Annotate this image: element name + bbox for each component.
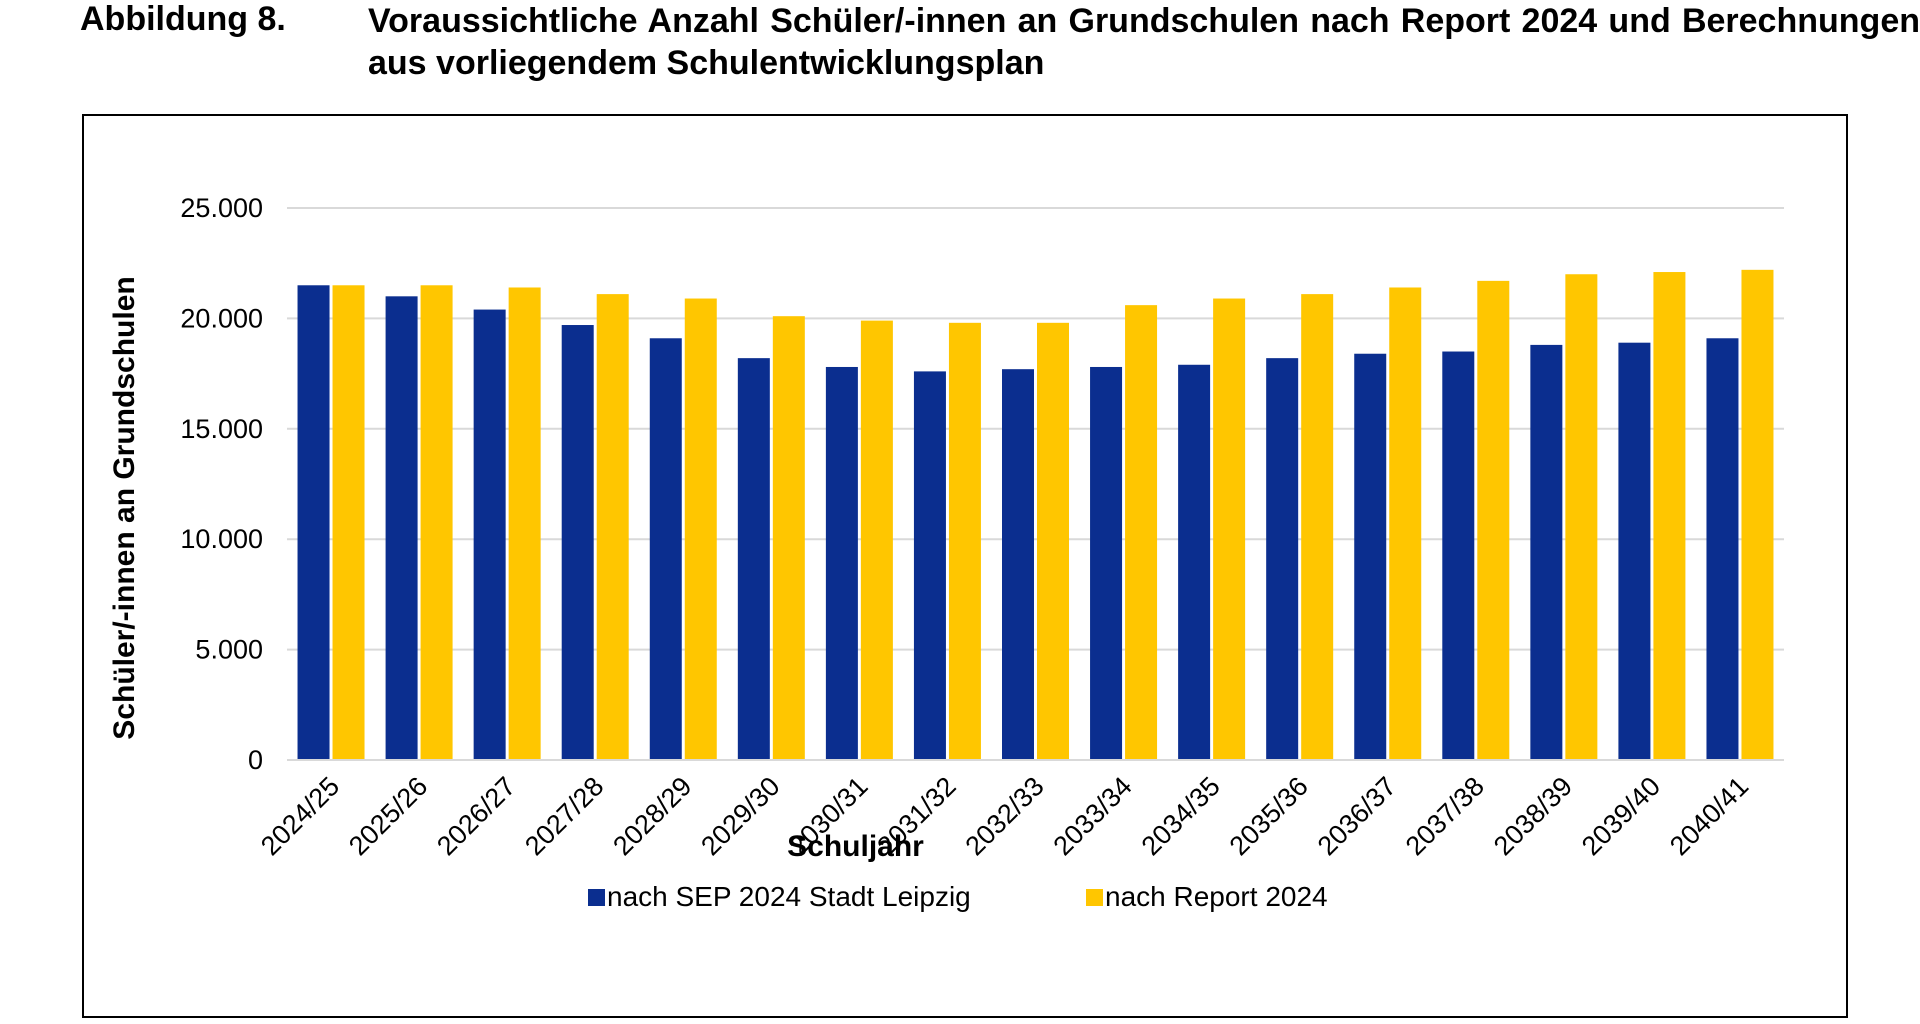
bar-sep <box>1178 364 1211 760</box>
x-tick-label: 2034/35 <box>1136 771 1226 861</box>
x-tick-label: 2025/26 <box>343 771 433 861</box>
x-tick-label: 2038/39 <box>1488 771 1578 861</box>
bar-report <box>1389 287 1422 760</box>
bar-report <box>1213 298 1246 760</box>
bar-sep <box>297 285 330 760</box>
bar-sep <box>737 358 770 760</box>
bar-report <box>1125 305 1158 760</box>
bar-sep <box>385 296 418 760</box>
legend-swatch <box>1086 889 1103 906</box>
x-tick-label: 2039/40 <box>1576 771 1666 861</box>
x-tick-label: 2036/37 <box>1312 771 1402 861</box>
x-tick-label: 2037/38 <box>1400 771 1490 861</box>
bar-report <box>1653 272 1686 760</box>
bar-sep <box>1354 353 1387 760</box>
bar-report <box>508 287 541 760</box>
legend-label: nach SEP 2024 Stadt Leipzig <box>607 881 971 912</box>
bar-report <box>1477 280 1510 760</box>
bar-report <box>596 294 629 760</box>
bar-sep <box>1002 369 1034 760</box>
bar-sep <box>473 309 506 760</box>
x-tick-label: 2032/33 <box>960 771 1050 861</box>
bar-sep <box>1442 351 1475 760</box>
x-tick-label: 2040/41 <box>1664 771 1754 861</box>
bar-report <box>332 285 365 760</box>
bar-report <box>1037 322 1069 760</box>
bar-chart: 05.00010.00015.00020.00025.0002024/25202… <box>108 193 1784 912</box>
figure-title: Voraussichtliche Anzahl Schüler/-innen a… <box>368 2 1920 82</box>
bar-sep <box>1530 344 1563 760</box>
x-tick-label: 2029/30 <box>695 771 785 861</box>
bar-report <box>1301 294 1334 760</box>
bar-sep <box>649 338 682 760</box>
bar-report <box>772 316 805 760</box>
x-tick-label: 2028/29 <box>607 771 697 861</box>
bar-sep <box>1266 358 1299 760</box>
y-tick-label: 20.000 <box>180 303 263 333</box>
y-tick-label: 5.000 <box>195 635 263 665</box>
bar-report <box>948 322 981 760</box>
legend-swatch <box>588 889 605 906</box>
figure-number: Abbildung 8. <box>80 0 286 38</box>
x-tick-label: 2027/28 <box>519 771 609 861</box>
x-tick-label: 2035/36 <box>1224 771 1314 861</box>
bar-sep <box>825 366 858 760</box>
bar-report <box>684 298 717 760</box>
bar-sep <box>913 371 946 760</box>
x-tick-label: 2024/25 <box>255 771 345 861</box>
bar-sep <box>1618 342 1651 760</box>
y-axis-title: Schüler/-innen an Grundschulen <box>108 276 141 739</box>
y-tick-label: 25.000 <box>180 193 263 223</box>
y-tick-label: 10.000 <box>180 524 263 554</box>
bar-report <box>1741 269 1774 760</box>
bar-report <box>1565 274 1598 760</box>
figure-caption: Abbildung 8. Voraussichtliche Anzahl Sch… <box>80 0 1920 100</box>
chart-frame: 0 5.000 10.000 15.000 20.000 25.000 2024/25 202… <box>82 114 1848 1018</box>
bar-report <box>420 285 453 760</box>
legend-label: nach Report 2024 <box>1105 881 1328 912</box>
x-tick-label: 2033/34 <box>1048 771 1138 861</box>
bar-sep <box>1706 338 1739 760</box>
y-tick-label: 15.000 <box>180 414 263 444</box>
bar-report <box>860 320 893 760</box>
bar-sep <box>1090 366 1123 760</box>
y-tick-label: 0 <box>248 745 263 775</box>
x-tick-label: 2026/27 <box>431 771 521 861</box>
bar-sep <box>561 325 594 760</box>
x-axis-title: Schuljahr <box>787 830 924 863</box>
